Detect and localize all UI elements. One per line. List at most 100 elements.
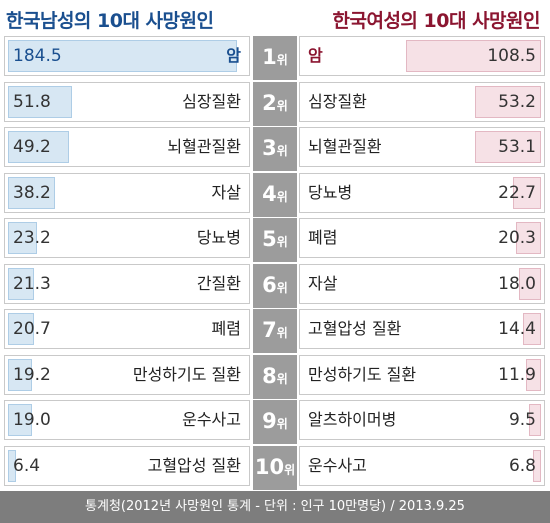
female-bar: [475, 131, 541, 163]
rank-number: 9: [262, 409, 277, 433]
rank-number: 4: [262, 181, 277, 206]
rank-number: 1: [262, 45, 277, 69]
male-value: 19.2: [13, 364, 51, 385]
female-bar: [512, 176, 541, 209]
female-cause: 운수사고: [308, 455, 367, 475]
rank-label: 3위: [253, 127, 297, 171]
male-cause: 암: [226, 46, 241, 65]
male-cell: 23.2 당뇨병: [4, 218, 250, 258]
female-cause: 심장질환: [308, 91, 367, 111]
female-bar: [529, 404, 541, 436]
male-value: 20.7: [13, 319, 51, 339]
male-cause: 운수사고: [182, 410, 241, 429]
female-bar: [532, 449, 541, 482]
rank-suffix: 위: [276, 326, 288, 340]
female-cause: 당뇨병: [308, 182, 353, 202]
rank-row: 19.0 운수사고 9위 9.5 알츠하이머병: [0, 400, 550, 444]
female-cell: 53.2 심장질환: [299, 81, 545, 122]
rank-suffix: 위: [276, 189, 288, 204]
male-cause: 고혈압성 질환: [147, 455, 241, 475]
male-value: 19.0: [13, 410, 51, 430]
male-cause: 심장질환: [182, 91, 241, 111]
male-bar: [8, 449, 16, 482]
rank-suffix: 위: [284, 462, 296, 477]
rank-suffix: 위: [276, 371, 288, 386]
rank-label: 10위: [253, 445, 297, 490]
male-cell: 20.7 폐렴: [4, 309, 250, 349]
female-value: 14.4: [498, 319, 536, 339]
rank-label: 1위: [253, 36, 297, 80]
male-bar: [8, 358, 32, 391]
female-cell: 11.9 만성하기도 질환: [299, 354, 545, 395]
source-note: 통계청(2012년 사망원인 통계 - 단위 : 인구 10만명당) / 201…: [0, 491, 550, 523]
rank-number: 5: [262, 227, 277, 251]
female-chart-title: 한국여성의 10대 사망원인: [332, 10, 541, 32]
rank-suffix: 위: [276, 417, 288, 431]
rank-row: 184.5 암 1위 108.5 암: [0, 36, 550, 80]
rank-row: 21.3 간질환 6위 18.0 자살: [0, 263, 550, 308]
rank-label: 9위: [253, 400, 297, 444]
female-cell: 22.7 당뇨병: [299, 172, 545, 213]
female-cell: 6.8 운수사고: [299, 445, 545, 486]
female-cell: 9.5 알츠하이머병: [299, 400, 545, 440]
male-bar: [8, 85, 73, 118]
male-bar: [8, 131, 70, 163]
female-value: 22.7: [498, 182, 536, 203]
male-cell: 38.2 자살: [4, 172, 250, 213]
male-cell: 49.2 뇌혈관질환: [4, 127, 250, 167]
male-cell: 19.0 운수사고: [4, 400, 250, 440]
male-value: 49.2: [13, 137, 51, 157]
female-cell: 20.3 폐렴: [299, 218, 545, 258]
rank-label: 6위: [253, 263, 297, 308]
male-cause: 만성하기도 질환: [132, 364, 241, 384]
female-bar: [518, 267, 541, 300]
female-cause: 고혈압성 질환: [308, 319, 402, 338]
female-cell: 18.0 자살: [299, 263, 545, 304]
female-bar: [474, 85, 541, 118]
male-bar: [8, 222, 37, 254]
rank-suffix: 위: [276, 280, 288, 295]
rank-row: 49.2 뇌혈관질환 3위 53.1 뇌혈관질환: [0, 127, 550, 171]
female-cause: 뇌혈관질환: [308, 137, 382, 156]
rank-suffix: 위: [276, 144, 288, 158]
male-bar: [8, 267, 35, 300]
female-bar: [523, 313, 541, 345]
male-chart-title: 한국남성의 10대 사망원인: [6, 10, 214, 32]
female-bar: [526, 358, 541, 391]
rank-number: 8: [262, 363, 277, 388]
female-value: 108.5: [487, 46, 536, 66]
male-cause: 폐렴: [211, 319, 241, 338]
rank-number: 3: [262, 136, 277, 160]
rank-label: 5위: [253, 218, 297, 262]
rank-label: 7위: [253, 309, 297, 353]
rank-label: 2위: [253, 81, 297, 126]
male-value: 51.8: [13, 91, 51, 112]
rank-row: 51.8 심장질환 2위 53.2 심장질환: [0, 81, 550, 126]
male-cause: 뇌혈관질환: [167, 137, 241, 156]
male-cause: 간질환: [196, 273, 241, 293]
female-bar: [406, 40, 541, 72]
female-cause: 만성하기도 질환: [308, 364, 417, 384]
male-cell: 21.3 간질환: [4, 263, 250, 304]
rank-suffix: 위: [276, 53, 288, 67]
male-cell: 6.4 고혈압성 질환: [4, 445, 250, 486]
male-value: 6.4: [13, 455, 41, 476]
rank-suffix: 위: [276, 235, 288, 249]
male-cell: 19.2 만성하기도 질환: [4, 354, 250, 395]
male-cell: 51.8 심장질환: [4, 81, 250, 122]
female-value: 18.0: [498, 273, 536, 294]
rank-row: 6.4 고혈압성 질환 10위 6.8 운수사고: [0, 445, 550, 490]
rank-suffix: 위: [276, 98, 288, 113]
male-bar: [8, 40, 238, 72]
male-bar: [8, 176, 56, 209]
female-cause: 알츠하이머병: [308, 410, 397, 429]
rank-row: 23.2 당뇨병 5위 20.3 폐렴: [0, 218, 550, 262]
male-bar: [8, 404, 32, 436]
male-cause: 당뇨병: [196, 228, 241, 247]
female-cause: 폐렴: [308, 228, 338, 247]
female-value: 6.8: [508, 455, 536, 476]
rank-label: 8위: [253, 354, 297, 399]
female-value: 53.1: [498, 137, 536, 157]
rank-row: 19.2 만성하기도 질환 8위 11.9 만성하기도 질환: [0, 354, 550, 399]
